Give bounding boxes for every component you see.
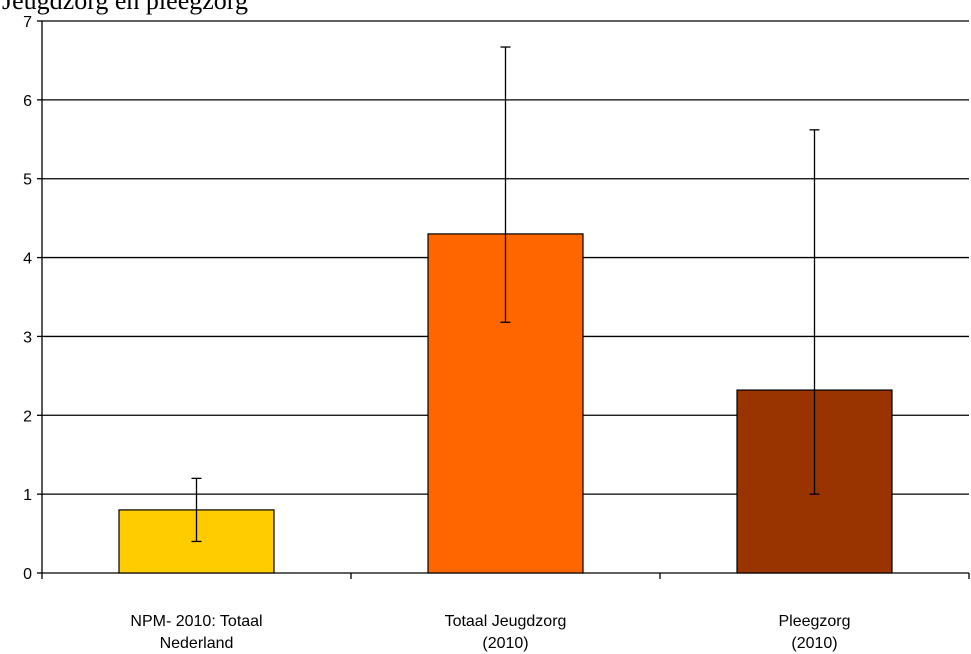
category-label: Nederland [160,635,234,652]
y-tick-label: 2 [23,408,32,425]
y-tick-label: 6 [23,93,32,110]
category-label: Pleegzorg [778,613,850,630]
y-tick-label: 5 [23,172,32,189]
y-tick-label: 0 [23,566,32,583]
y-tick-label: 1 [23,487,32,504]
labels: 0 1 2 3 4 5 6 7 NPM- 2010: Totaal Nederland Totaal… [23,14,850,652]
error-bars [191,46,820,543]
category-label: (2010) [791,635,837,652]
y-tick-label: 7 [23,14,32,31]
category-label: (2010) [482,635,528,652]
category-label: Totaal Jeugdzorg [445,613,567,630]
y-tick-label: 4 [23,251,32,268]
category-label: NPM- 2010: Totaal [130,613,262,630]
y-tick-label: 3 [23,329,32,346]
chart-title: Jeugdzorg en pleegzorg [2,0,248,15]
